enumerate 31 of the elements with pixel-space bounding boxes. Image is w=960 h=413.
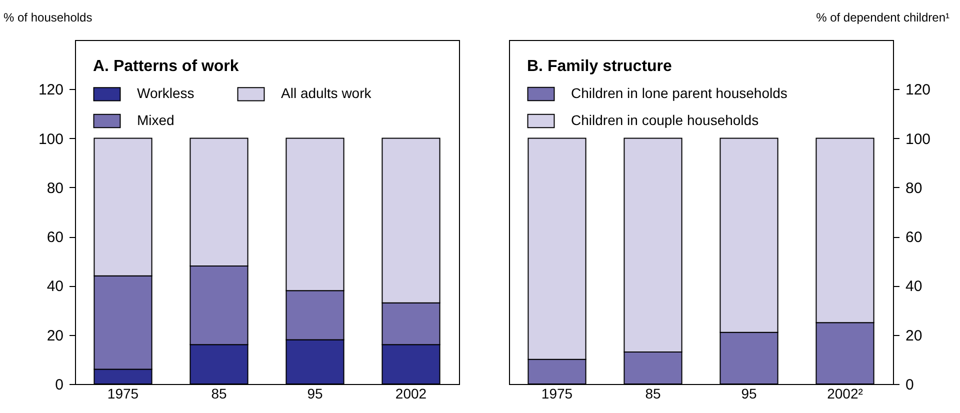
y-tick-label: 80 [46, 180, 64, 197]
x-tick-label: 2002 [395, 386, 427, 402]
legend-label: Mixed [137, 112, 174, 128]
y-tick-label: 100 [38, 130, 64, 148]
y-tick-label: 60 [46, 229, 64, 246]
y2-axis-title: % of dependent children¹ [816, 10, 950, 24]
legend-label: All adults work [281, 85, 372, 102]
legend-label: Children in lone parent households [571, 85, 788, 101]
y2-tick-label: 60 [906, 229, 922, 246]
legend-label: Workless [137, 85, 194, 102]
y2-tick-label: 80 [906, 180, 922, 197]
y-tick-label: 20 [46, 327, 64, 344]
y-axis-title: % of households [4, 10, 92, 24]
x-tick-label: 2002² [827, 386, 864, 402]
y-tick-label: 0 [55, 376, 64, 394]
text: B. Family structure [527, 58, 672, 75]
x-tick-label: 1975 [107, 386, 139, 402]
y2-tick-label: 20 [906, 327, 922, 344]
y2-tick-label: 40 [906, 278, 922, 296]
text: A. Patterns of work [93, 58, 239, 75]
x-tick-label: 85 [211, 386, 227, 402]
x-tick-label: 85 [645, 386, 661, 402]
y2-tick-label: 120 [906, 82, 931, 99]
y-tick-label: 40 [46, 278, 64, 296]
y2-tick-label: 0 [906, 376, 914, 394]
x-tick-label: 95 [307, 386, 323, 402]
legend-label: Children in couple households [571, 112, 759, 128]
x-tick-label: 95 [741, 386, 757, 402]
x-tick-label: 1975 [541, 386, 573, 402]
y2-tick-label: 100 [906, 130, 931, 148]
y-tick-label: 120 [38, 82, 64, 99]
